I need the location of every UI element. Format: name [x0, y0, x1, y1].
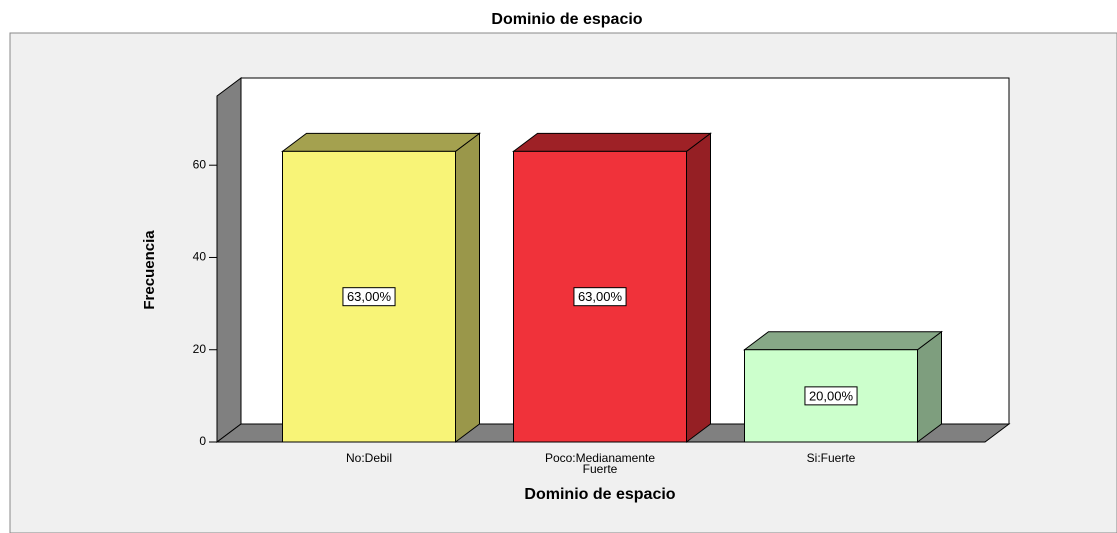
bar-top [743, 331, 943, 351]
bar-top [281, 132, 481, 152]
bar-side [917, 330, 942, 443]
y-tick-label: 40 [193, 250, 207, 264]
bar-side [686, 132, 711, 443]
x-tick-label: Poco:Medianamente Fuerte [544, 451, 656, 476]
value-label-box [804, 386, 858, 406]
x-tick-label: Si:Fuerte [806, 451, 856, 465]
value-label: 63,00% [347, 289, 392, 304]
y-axis-label: Frecuencia [141, 230, 158, 310]
left-wall [216, 77, 242, 443]
value-label: 63,00% [578, 289, 623, 304]
value-label-box [573, 287, 627, 307]
chart-title: Dominio de espacio [491, 11, 642, 28]
y-tick-label: 0 [199, 434, 206, 448]
y-tick-label: 60 [193, 157, 207, 171]
value-label-box [342, 287, 396, 307]
bar-top [512, 132, 712, 152]
x-axis-label: Dominio de espacio [524, 486, 675, 503]
value-label: 20,00% [809, 388, 854, 403]
y-tick-label: 20 [193, 342, 207, 356]
x-tick-label: No:Debil [345, 451, 393, 465]
bar-side [455, 132, 480, 443]
